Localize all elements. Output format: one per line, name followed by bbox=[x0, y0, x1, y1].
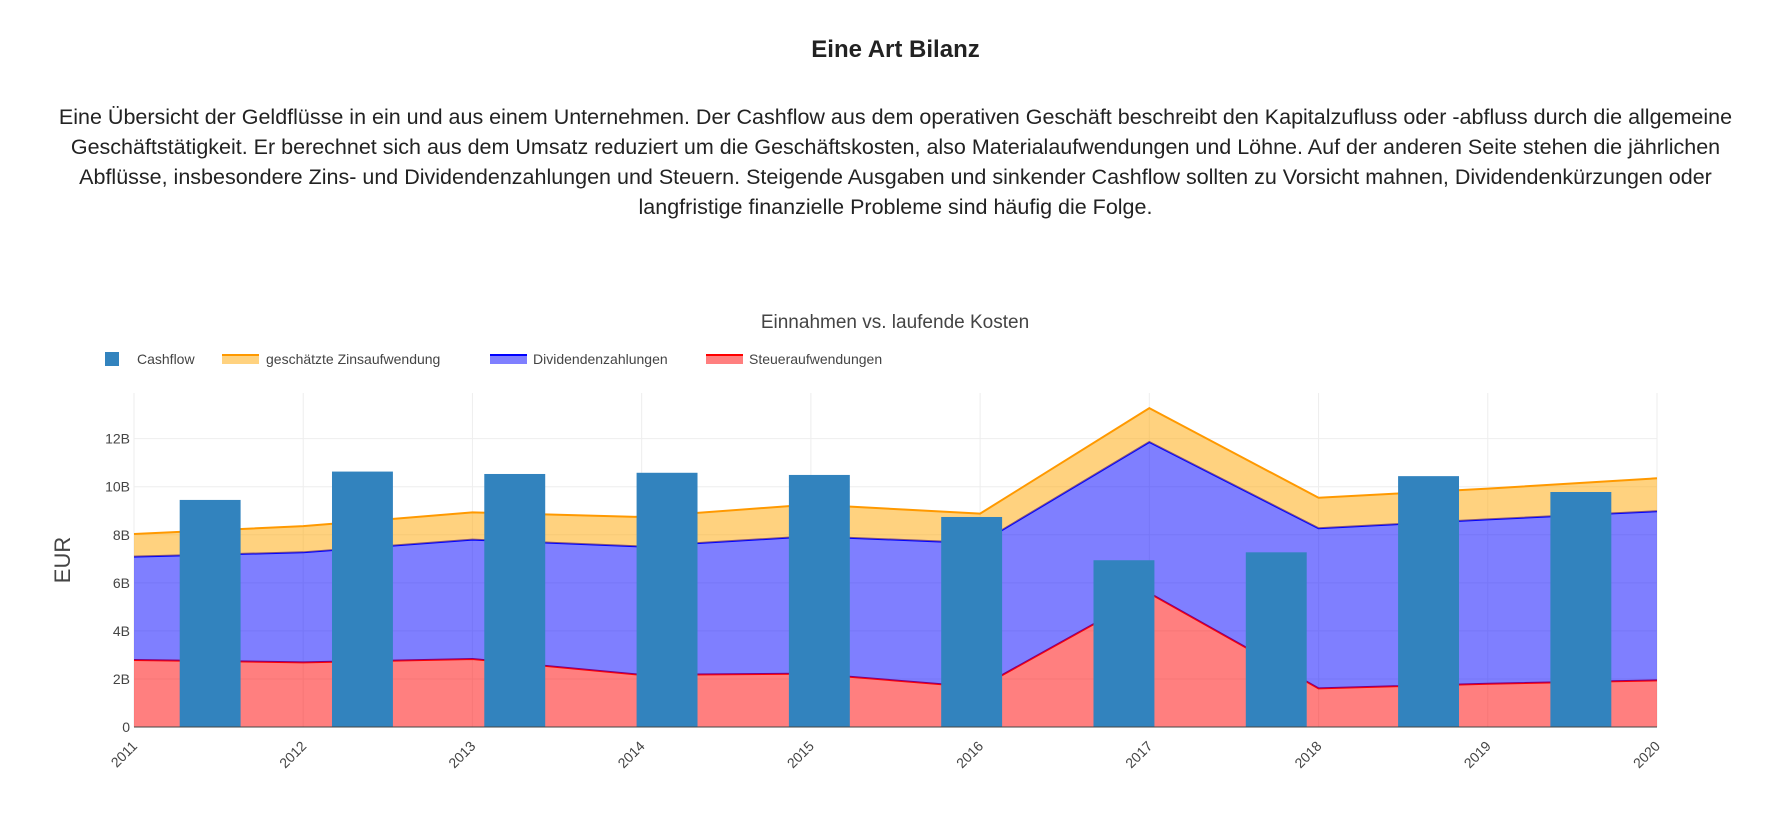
y-tick-label: 10B bbox=[105, 479, 130, 495]
y-tick-label: 2B bbox=[113, 671, 130, 687]
x-tick-label: 2014 bbox=[614, 738, 647, 771]
y-tick-label: 4B bbox=[113, 623, 130, 639]
bar-cashflow bbox=[1398, 476, 1460, 727]
x-tick-label: 2017 bbox=[1122, 738, 1155, 771]
bar-cashflow bbox=[941, 516, 1003, 727]
legend-swatch-area bbox=[222, 354, 259, 364]
x-tick-label: 2018 bbox=[1291, 738, 1324, 771]
legend-swatch-area bbox=[706, 354, 743, 364]
legend-item[interactable]: Dividendenzahlungen bbox=[490, 351, 668, 367]
y-tick-label: 0 bbox=[122, 719, 130, 735]
bar-cashflow bbox=[331, 471, 393, 727]
page-description: Eine Übersicht der Geldflüsse in ein und… bbox=[58, 105, 1733, 219]
legend-swatch-area bbox=[490, 354, 527, 364]
bar-cashflow bbox=[179, 499, 241, 727]
bar-cashflow bbox=[636, 472, 698, 727]
y-axis-label: EUR bbox=[50, 537, 75, 583]
page-title: Eine Art Bilanz bbox=[811, 36, 980, 63]
bar-cashflow bbox=[788, 474, 850, 727]
legend-label: Steueraufwendungen bbox=[749, 351, 882, 367]
x-tick-label: 2016 bbox=[953, 738, 986, 771]
x-tick-label: 2011 bbox=[108, 738, 141, 771]
chart-title: Einnahmen vs. laufende Kosten bbox=[761, 312, 1029, 333]
legend-item[interactable]: Cashflow bbox=[105, 351, 195, 367]
bar-cashflow bbox=[484, 473, 546, 727]
x-tick-label: 2020 bbox=[1630, 738, 1663, 771]
legend-item[interactable]: Steueraufwendungen bbox=[706, 351, 882, 367]
x-tick-label: 2012 bbox=[276, 738, 309, 771]
legend-label: geschätzte Zinsaufwendung bbox=[266, 351, 440, 367]
y-tick-label: 12B bbox=[105, 431, 130, 447]
bar-cashflow bbox=[1245, 552, 1307, 727]
legend-label: Cashflow bbox=[137, 351, 195, 367]
bar-cashflow bbox=[1550, 491, 1612, 727]
legend-swatch-bar bbox=[105, 352, 119, 366]
x-tick-label: 2013 bbox=[445, 738, 478, 771]
y-tick-label: 8B bbox=[113, 527, 130, 543]
y-tick-label: 6B bbox=[113, 575, 130, 591]
bar-cashflow bbox=[1093, 560, 1155, 727]
legend-item[interactable]: geschätzte Zinsaufwendung bbox=[222, 351, 440, 367]
x-tick-label: 2015 bbox=[784, 738, 817, 771]
legend-label: Dividendenzahlungen bbox=[533, 351, 668, 367]
x-tick-label: 2019 bbox=[1461, 738, 1494, 771]
